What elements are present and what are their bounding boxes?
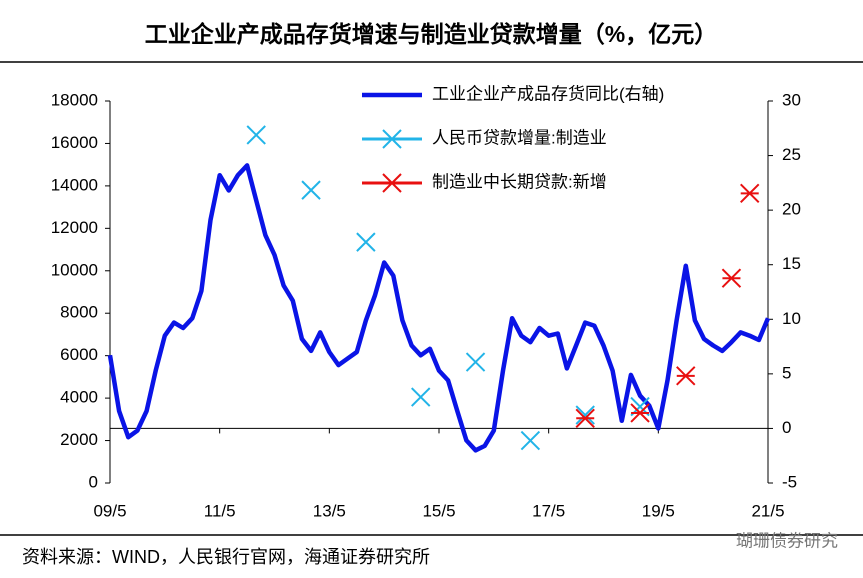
chart-title: 工业企业产成品存货增速与制造业贷款增量（%，亿元）: [145, 21, 717, 47]
y-tick-label: 14000: [51, 175, 98, 194]
scatter-point: [721, 268, 742, 288]
scatter-point: [246, 125, 266, 145]
y-tick-label: 0: [89, 472, 98, 491]
y2-tick-label: 15: [782, 254, 801, 273]
y2-tick-label: 25: [782, 145, 801, 164]
scatter-point: [411, 387, 431, 407]
x-tick-label: 13/5: [313, 501, 346, 520]
legend-label: 工业企业产成品存货同比(右轴): [432, 84, 664, 103]
y-tick-label: 10000: [51, 260, 98, 279]
watermark: 瑚珊债券研究: [736, 531, 838, 550]
legend-label: 制造业中长期贷款:新增: [432, 172, 607, 191]
y2-tick-label: 30: [782, 90, 801, 109]
y2-tick-label: 5: [782, 363, 791, 382]
legend-marker: [382, 173, 402, 193]
scatter-point: [630, 403, 650, 423]
y-tick-label: 12000: [51, 218, 98, 237]
scatter-point: [301, 180, 321, 200]
scatter-point: [356, 232, 376, 252]
x-tick-label: 15/5: [422, 501, 455, 520]
y2-tick-label: 10: [782, 309, 801, 328]
y-tick-label: 8000: [60, 303, 98, 322]
x-tick-label: 17/5: [532, 501, 565, 520]
scatter-point: [520, 430, 541, 451]
scatter-point: [465, 352, 486, 372]
scatter-point: [575, 408, 595, 428]
x-tick-label: 19/5: [642, 501, 675, 520]
y2-tick-label: 0: [782, 418, 791, 437]
scatter-point: [676, 366, 696, 386]
scatter-point: [740, 183, 760, 204]
legend-marker: [382, 129, 402, 149]
x-tick-label: 09/5: [93, 501, 126, 520]
line-series: [107, 163, 771, 453]
y-tick-label: 2000: [60, 430, 98, 449]
source: 资料来源：WIND，人民银行官网，海通证券研究所: [22, 547, 430, 567]
y-tick-label: 18000: [51, 90, 98, 109]
y2-tick-label: -5: [782, 472, 797, 491]
y-tick-label: 16000: [51, 133, 98, 152]
x-tick-label: 11/5: [204, 501, 236, 520]
scatter-point: [575, 405, 595, 425]
legend-label: 人民币贷款增量:制造业: [432, 128, 607, 147]
y-tick-label: 4000: [60, 388, 98, 407]
y-tick-label: 6000: [60, 345, 98, 364]
x-tick-label: 21/5: [751, 501, 784, 520]
y2-tick-label: 20: [782, 200, 801, 219]
